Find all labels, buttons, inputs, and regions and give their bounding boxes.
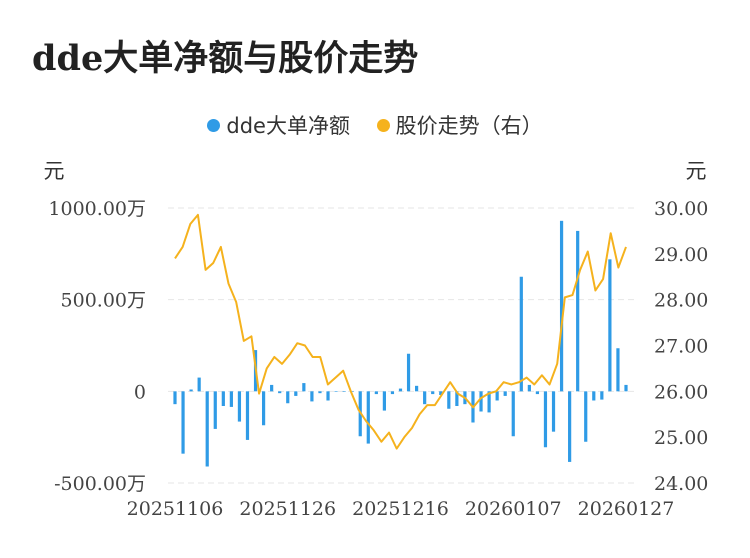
right-tick-label: 25.00 [654,427,708,449]
bar [543,391,548,448]
bar [576,230,580,392]
bar [390,391,395,395]
legend-item-price[interactable]: 股价走势（右） [376,110,543,140]
left-tick-label: 1000.00万 [48,198,146,220]
bar [261,391,266,426]
left-axis-unit: 元 [44,159,65,183]
legend-label-price: 股价走势（右） [395,114,543,138]
legend-item-dde[interactable]: dde大单净额 [207,110,350,140]
bar [189,389,193,392]
chart-title: dde大单净额与股价走势 [32,38,419,79]
bar [294,391,298,396]
legend: dde大单净额 股价走势（右） [0,110,750,140]
bar [439,391,443,395]
bar [559,220,564,392]
bar [406,353,411,392]
bar [600,391,604,400]
bar [326,391,330,401]
bar [431,391,435,395]
legend-swatch-dde [207,118,221,132]
bar [366,391,370,444]
bar [205,391,209,467]
right-tick-label: 26.00 [654,381,708,403]
right-tick-label: 28.00 [654,290,708,312]
bar [221,391,225,406]
bar [616,348,620,392]
bar [229,391,233,407]
price-line [174,213,627,450]
bar [503,391,507,396]
bar [318,391,322,394]
bar [213,391,217,429]
legend-swatch-price [376,118,390,132]
bar [382,391,386,411]
right-tick-label: 30.00 [654,198,708,220]
bar [302,383,306,392]
bar [487,391,491,413]
bar [270,384,274,392]
bar [342,391,346,392]
bar [479,391,483,412]
bar [584,391,588,442]
bar [423,391,427,405]
legend-label-dde: dde大单净额 [226,114,350,138]
bar [592,391,596,401]
bar [535,391,540,395]
right-tick-label: 27.00 [654,336,708,358]
right-axis-unit: 元 [686,159,707,183]
bar [334,391,338,392]
bar [551,391,556,432]
bar [527,384,531,392]
x-tick-label: 20251106 [127,498,224,520]
bar [173,391,177,405]
x-tick-label: 20260107 [465,498,562,520]
right-tick-label: 29.00 [654,244,708,266]
bar [455,391,459,406]
bar [350,391,354,392]
x-tick-label: 20251216 [352,498,449,520]
bar [415,385,419,392]
bar [310,391,314,402]
bar [447,391,451,409]
bar [181,391,185,454]
bar [286,391,290,404]
bar [519,276,523,392]
bar [245,391,250,440]
bar [511,391,515,437]
bar [374,391,378,395]
axis-labels: 元 元 1000.00万 500.00万 0 -500.00万 30.00 29.00 28… [44,159,709,520]
bar [495,391,499,401]
bar [197,377,201,392]
line-series-price [174,213,627,450]
x-tick-label: 20251126 [239,498,336,520]
bar [237,391,242,422]
left-tick-label: 0 [134,381,146,403]
bar [278,391,282,394]
bar [608,259,612,392]
right-tick-label: 24.00 [654,473,708,495]
bar [624,384,628,392]
left-tick-label: -500.00万 [54,473,146,495]
bar [568,391,572,462]
left-tick-label: 500.00万 [61,290,146,312]
bar [398,388,403,392]
x-tick-label: 20260127 [578,498,675,520]
